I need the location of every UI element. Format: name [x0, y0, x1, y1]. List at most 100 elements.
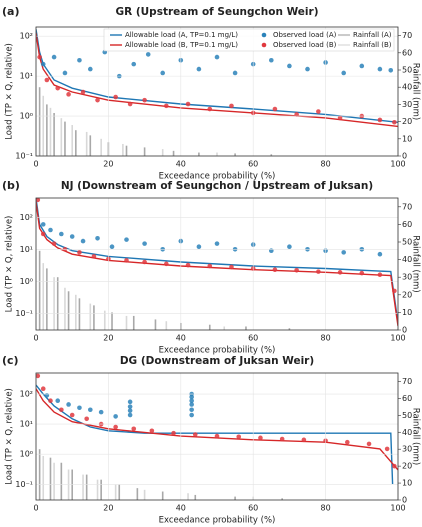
- observed-point: [185, 101, 191, 107]
- plot-area: [36, 29, 398, 156]
- observed-point: [142, 241, 147, 246]
- rainfall-bar: [136, 488, 139, 500]
- observed-point: [62, 70, 68, 76]
- rainfall-bar: [89, 303, 92, 330]
- panel-label: (b): [2, 179, 20, 192]
- rainfall-bar: [53, 277, 55, 330]
- x-tick-label: 0: [33, 160, 38, 169]
- rainfall-bar: [42, 95, 45, 156]
- panel-title: NJ (Downstream of Seungchon / Upstream o…: [61, 180, 373, 192]
- y2-tick-label: 40: [402, 428, 412, 437]
- observed-point: [131, 426, 137, 432]
- x-tick-label: 100: [390, 160, 405, 169]
- panel-label: (c): [2, 354, 19, 367]
- legend-label: Observed load (A): [273, 31, 337, 39]
- y2-tick-label: 60: [402, 394, 412, 403]
- y2-axis-label: Rainfall (mm): [411, 235, 421, 293]
- observed-point: [207, 263, 213, 269]
- observed-point: [69, 234, 75, 239]
- plot-frame: [35, 197, 399, 331]
- observed-point: [48, 398, 53, 403]
- y-tick-label: 10⁻¹: [15, 309, 33, 318]
- rainfall-bar: [100, 138, 102, 156]
- rainfall-bar: [103, 310, 106, 330]
- x-tick-label: 40: [176, 504, 186, 513]
- panel-label: (a): [2, 5, 19, 18]
- observed-point: [366, 441, 372, 447]
- observed-point: [44, 77, 50, 83]
- y-axis-label: Load (TP × Q, relative): [5, 388, 15, 485]
- observed-point: [189, 402, 194, 407]
- y2-tick-label: 60: [402, 48, 412, 57]
- y-tick-label: 10¹: [20, 245, 33, 254]
- observed-point: [40, 386, 46, 392]
- observed-point: [377, 66, 383, 72]
- observed-point: [77, 250, 82, 255]
- rainfall-bar: [93, 305, 95, 330]
- x-tick-label: 100: [390, 334, 405, 343]
- y2-tick-label: 10: [402, 308, 412, 317]
- rainfall-bar: [71, 125, 73, 156]
- legend-label: Allowable load (B, TP=0.1 mg/L): [125, 41, 238, 49]
- y2-tick-label: 0: [402, 326, 407, 335]
- x-tick-label: 80: [321, 504, 331, 513]
- rainfall-bar: [154, 319, 157, 330]
- rainfall-bar: [125, 145, 128, 156]
- observed-point: [258, 435, 263, 441]
- rainfall-bar: [118, 484, 121, 500]
- rainfall-bar: [85, 131, 88, 156]
- observed-point: [341, 70, 347, 76]
- observed-point: [84, 416, 89, 422]
- rainfall-bar: [78, 298, 81, 330]
- y2-tick-label: 50: [402, 238, 412, 247]
- observed-point: [207, 106, 213, 112]
- x-tick-label: 0: [33, 504, 38, 513]
- observed-point: [214, 241, 220, 246]
- observed-point: [164, 261, 169, 267]
- x-tick-label: 80: [321, 160, 331, 169]
- rainfall-bar: [38, 449, 41, 500]
- observed-point: [37, 54, 42, 60]
- observed-point: [301, 437, 307, 443]
- rainfall-bar: [125, 315, 128, 330]
- y2-tick-label: 30: [402, 273, 412, 282]
- legend-label: Rainfall (A): [353, 31, 392, 39]
- y2-tick-label: 20: [402, 462, 412, 471]
- rainfall-bar: [245, 326, 247, 330]
- y-tick-label: 10¹: [20, 72, 33, 81]
- observed-point: [392, 463, 397, 469]
- rainfall-bar: [161, 491, 164, 500]
- observed-point: [316, 269, 321, 274]
- allowable-load-line: [36, 388, 398, 471]
- y-tick-label: 10⁰: [20, 450, 33, 459]
- plot-area: [36, 373, 398, 500]
- observed-point: [337, 270, 343, 275]
- rainfall-bar: [194, 494, 197, 500]
- x-tick-label: 0: [33, 334, 38, 343]
- observed-point: [55, 85, 61, 91]
- observed-point: [51, 241, 57, 246]
- y-tick-label: 10⁰: [20, 112, 33, 121]
- rainfall-bar: [288, 328, 291, 330]
- rainfall-bar: [64, 121, 66, 156]
- legend-box: [103, 28, 395, 52]
- rainfall-bar: [67, 291, 70, 330]
- observed-point: [377, 117, 383, 123]
- observed-point: [77, 405, 82, 411]
- observed-point: [95, 236, 100, 241]
- observed-point: [388, 67, 394, 73]
- observed-point: [113, 94, 118, 100]
- rainfall-bar: [60, 462, 63, 500]
- y2-tick-label: 20: [402, 290, 412, 299]
- legend-label: Rainfall (B): [353, 41, 392, 49]
- rainfall-bar: [132, 315, 135, 330]
- rainfall-bar: [85, 474, 88, 500]
- legend-swatch: [261, 32, 267, 38]
- observed-point: [392, 288, 397, 294]
- observed-point: [113, 424, 118, 430]
- rainfall-bar: [42, 263, 45, 330]
- x-tick-label: 60: [248, 160, 258, 169]
- observed-point: [66, 92, 71, 97]
- rainfall-bar: [67, 469, 70, 500]
- x-tick-label: 40: [176, 334, 186, 343]
